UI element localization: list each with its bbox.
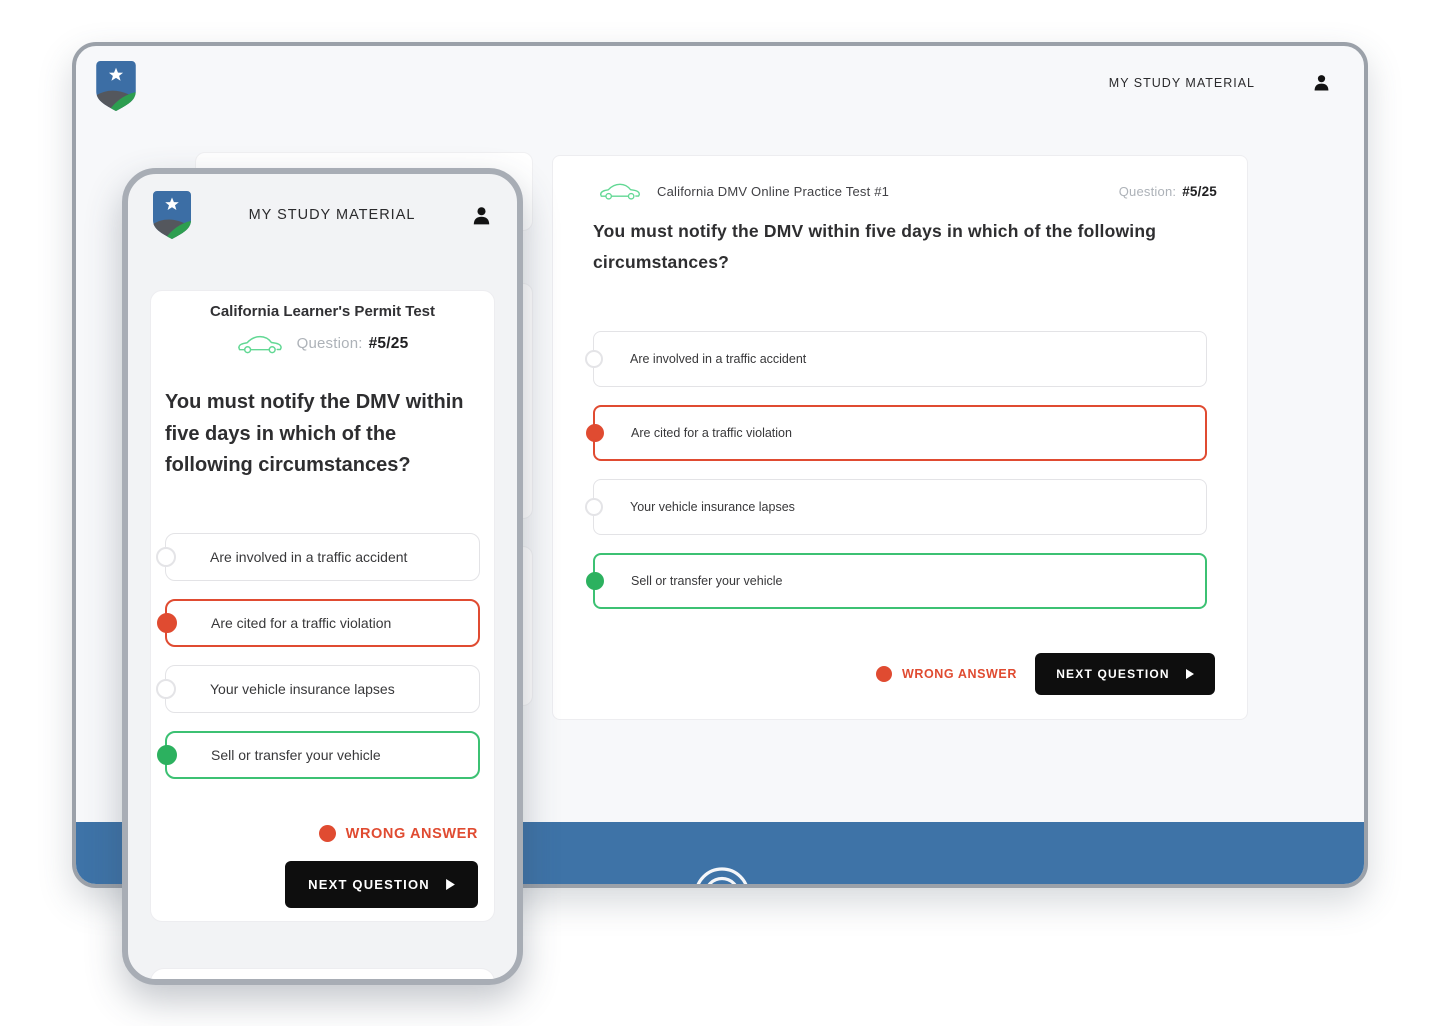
answer-option-4-correct[interactable]: Sell or transfer your vehicle <box>157 731 480 779</box>
radio-icon <box>585 498 603 516</box>
next-question-button[interactable]: NEXT QUESTION <box>1035 653 1215 695</box>
question-counter-row: Question: #5/25 <box>151 333 494 355</box>
footer-logo-arcs-icon <box>682 864 762 884</box>
answer-option-4-correct[interactable]: Sell or transfer your vehicle <box>586 553 1207 609</box>
answer-option-3[interactable]: Your vehicle insurance lapses <box>156 665 480 713</box>
brand-logo-shield-icon[interactable] <box>95 60 137 112</box>
phone-mockup: MY STUDY MATERIAL California Learner's P… <box>122 168 523 985</box>
result-label: WRONG ANSWER <box>901 667 1017 681</box>
test-title: California Learner's Permit Test <box>209 303 436 320</box>
answer-option-label: Are cited for a traffic violation <box>211 615 392 631</box>
radio-icon <box>157 613 177 633</box>
next-question-label: NEXT QUESTION <box>308 877 430 892</box>
next-question-label: NEXT QUESTION <box>1056 667 1170 681</box>
phone-header: MY STUDY MATERIAL <box>152 190 491 240</box>
account-icon[interactable] <box>1313 74 1330 91</box>
question-counter: Question: #5/25 <box>296 335 409 352</box>
result-status: WRONG ANSWER <box>318 825 478 842</box>
answer-option-1[interactable]: Are involved in a traffic accident <box>156 533 480 581</box>
next-card-peek <box>150 968 495 979</box>
desktop-header-right: MY STUDY MATERIAL <box>1109 74 1330 91</box>
radio-icon <box>157 745 177 765</box>
play-icon <box>1185 669 1194 679</box>
answer-options: Are involved in a traffic accident Are c… <box>156 533 480 779</box>
brand-title: MY STUDY MATERIAL <box>1108 75 1255 90</box>
answer-option-label: Sell or transfer your vehicle <box>631 574 783 588</box>
account-icon[interactable] <box>472 206 491 225</box>
question-text: You must notify the DMV within five days… <box>593 221 1157 272</box>
play-icon <box>445 879 455 890</box>
answer-option-label: Are involved in a traffic accident <box>210 549 408 565</box>
radio-icon <box>156 547 176 567</box>
answer-option-label: Your vehicle insurance lapses <box>210 681 395 697</box>
quiz-card: California Learner's Permit Test Questio… <box>150 290 495 922</box>
brand-logo-shield-icon[interactable] <box>152 190 192 240</box>
wrong-dot-icon <box>318 825 336 842</box>
answer-option-2-wrong[interactable]: Are cited for a traffic violation <box>586 405 1207 461</box>
answer-option-label: Are cited for a traffic violation <box>631 426 792 440</box>
question-counter: Question: #5/25 <box>1118 183 1217 199</box>
radio-icon <box>585 350 603 368</box>
car-icon <box>599 180 641 202</box>
radio-icon <box>586 424 604 442</box>
wrong-dot-icon <box>875 666 892 682</box>
quiz-card: California DMV Online Practice Test #1 Q… <box>552 155 1248 720</box>
answer-option-label: Your vehicle insurance lapses <box>630 500 795 514</box>
radio-icon <box>586 572 604 590</box>
answer-option-1[interactable]: Are involved in a traffic accident <box>585 331 1207 387</box>
answer-option-2-wrong[interactable]: Are cited for a traffic violation <box>157 599 480 647</box>
result-label: WRONG ANSWER <box>345 825 478 842</box>
question-text: You must notify the DMV within five days… <box>165 391 464 476</box>
car-icon <box>237 333 283 355</box>
test-title: California DMV Online Practice Test #1 <box>657 183 890 199</box>
answer-option-3[interactable]: Your vehicle insurance lapses <box>585 479 1207 535</box>
answer-options: Are involved in a traffic accident Are c… <box>585 331 1207 609</box>
result-status: WRONG ANSWER <box>875 666 1017 682</box>
answer-option-label: Are involved in a traffic accident <box>630 352 807 366</box>
quiz-card-header: California DMV Online Practice Test #1 Q… <box>599 180 1217 202</box>
brand-title: MY STUDY MATERIAL <box>248 207 416 223</box>
quiz-card-footer: WRONG ANSWER NEXT QUESTION <box>875 653 1215 695</box>
radio-icon <box>156 679 176 699</box>
next-question-button[interactable]: NEXT QUESTION <box>285 861 478 908</box>
answer-option-label: Sell or transfer your vehicle <box>211 747 381 763</box>
